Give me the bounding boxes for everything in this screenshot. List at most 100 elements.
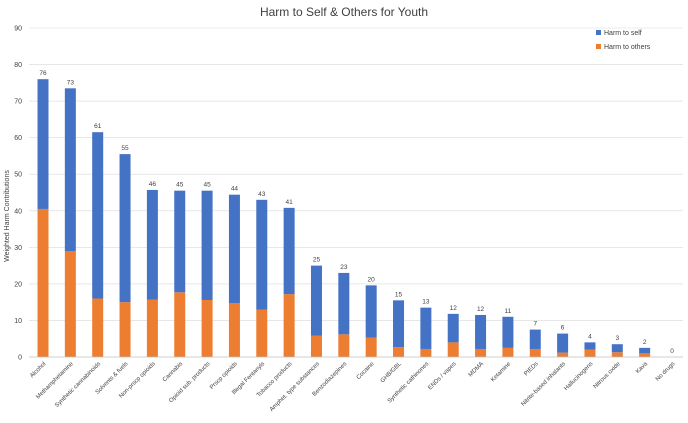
bar-harm-to-self — [365, 285, 377, 338]
x-category-label: Ketamine — [490, 361, 513, 384]
bar-harm-to-self — [557, 333, 569, 353]
bar-harm-to-others — [557, 352, 569, 357]
bar-harm-to-others — [64, 250, 76, 357]
total-data-label: 7 — [533, 321, 537, 328]
total-data-label: 4 — [588, 333, 592, 340]
bar-harm-to-others — [447, 342, 459, 357]
bar-harm-to-others — [639, 353, 651, 357]
total-data-label: 12 — [477, 306, 485, 313]
bar-harm-to-others — [420, 348, 432, 357]
bar-harm-to-self — [146, 189, 158, 300]
total-data-label: 46 — [149, 181, 157, 188]
legend-label-harm-to-others: Harm to others — [604, 44, 651, 51]
y-tick-label: 70 — [14, 99, 22, 106]
x-category-label: PIEDs — [523, 361, 539, 377]
y-tick-label: 0 — [18, 355, 22, 362]
bar-harm-to-others — [529, 348, 541, 357]
y-tick-label: 50 — [14, 172, 22, 179]
y-tick-label: 60 — [14, 135, 22, 142]
y-axis-label: Weighted Harm Contributions — [4, 170, 11, 262]
x-category-label: MDMA — [468, 361, 485, 378]
bar-harm-to-self — [174, 190, 186, 293]
bar-harm-to-self — [393, 300, 405, 348]
bars — [37, 79, 651, 357]
total-data-label: 2 — [643, 339, 647, 346]
bar-harm-to-self — [420, 307, 432, 349]
total-data-label: 61 — [94, 123, 102, 130]
x-category-label: Synthetic cannabinoids — [54, 361, 102, 409]
bar-harm-to-self — [529, 329, 541, 349]
bar-harm-to-others — [365, 337, 377, 357]
x-category-label: GHB/GBL — [380, 361, 404, 385]
total-data-label: 43 — [258, 191, 266, 198]
bar-harm-to-self — [584, 342, 596, 350]
bar-harm-to-self — [310, 265, 322, 336]
total-data-label: 12 — [450, 305, 458, 312]
bar-harm-to-self — [502, 316, 514, 348]
bar-harm-to-self — [92, 132, 104, 299]
x-category-label: Cannabis — [162, 361, 184, 383]
bar-harm-to-self — [283, 207, 295, 295]
bar-harm-to-others — [338, 334, 350, 357]
y-tick-label: 10 — [14, 318, 22, 325]
bar-harm-to-others — [475, 348, 487, 357]
bar-harm-to-self — [475, 314, 487, 349]
y-tick-label: 20 — [14, 281, 22, 288]
x-category-label: Alcohol — [29, 361, 47, 379]
bar-harm-to-self — [447, 313, 459, 343]
x-category-label: Nitrous oxide — [593, 361, 622, 390]
x-category-label: Amphet. type substances — [269, 361, 321, 413]
bar-harm-to-self — [639, 347, 651, 354]
total-data-label: 15 — [395, 291, 403, 298]
total-data-label: 76 — [39, 70, 47, 77]
bar-harm-to-self — [64, 88, 76, 251]
bar-harm-to-others — [37, 208, 49, 357]
bar-harm-to-self — [256, 199, 268, 310]
y-axis-ticks: 0 10 20 30 40 50 60 70 80 90 — [14, 26, 22, 362]
legend: Harm to self Harm to others — [596, 30, 651, 51]
chart-title: Harm to Self & Others for Youth — [260, 5, 428, 19]
x-category-label: No drugs — [655, 361, 676, 382]
total-data-label: 13 — [422, 299, 430, 306]
x-category-label: Hallucinogens — [563, 361, 594, 392]
bar-harm-to-self — [119, 154, 131, 303]
legend-label-harm-to-self: Harm to self — [604, 30, 642, 37]
x-category-label: Kava — [635, 361, 649, 375]
total-data-label: 55 — [121, 145, 129, 152]
bar-harm-to-others — [228, 303, 240, 357]
total-data-label: 0 — [670, 348, 674, 355]
y-tick-label: 80 — [14, 62, 22, 69]
total-data-label: 45 — [176, 182, 184, 189]
bar-harm-to-self — [228, 194, 240, 304]
total-data-label: 73 — [67, 79, 75, 86]
bar-harm-to-others — [119, 302, 131, 357]
bar-harm-to-others — [174, 292, 186, 357]
x-category-label: Cocaine — [356, 361, 376, 381]
legend-swatch-harm-to-self — [596, 30, 601, 35]
total-data-label: 20 — [368, 276, 376, 283]
total-data-label: 44 — [231, 186, 239, 193]
total-data-label: 23 — [340, 264, 348, 271]
legend-swatch-harm-to-others — [596, 44, 601, 49]
bar-harm-to-self — [201, 190, 213, 300]
bar-harm-to-others — [310, 335, 322, 357]
total-data-label: 41 — [286, 199, 294, 206]
bar-harm-to-others — [92, 298, 104, 357]
bar-harm-to-self — [611, 344, 623, 353]
total-data-label: 6 — [561, 325, 565, 332]
bar-harm-to-others — [584, 349, 596, 357]
bar-harm-to-others — [146, 299, 158, 357]
y-tick-label: 30 — [14, 245, 22, 252]
bar-harm-to-others — [502, 347, 514, 357]
total-data-label: 11 — [505, 308, 512, 315]
gridlines — [29, 27, 683, 321]
y-tick-label: 40 — [14, 208, 22, 215]
bar-harm-to-others — [201, 299, 213, 357]
bar-harm-to-self — [37, 79, 49, 209]
y-tick-label: 90 — [14, 26, 22, 33]
x-category-label: ENDs / vapes — [427, 361, 457, 391]
x-category-label: Prscp opioids — [209, 361, 239, 391]
